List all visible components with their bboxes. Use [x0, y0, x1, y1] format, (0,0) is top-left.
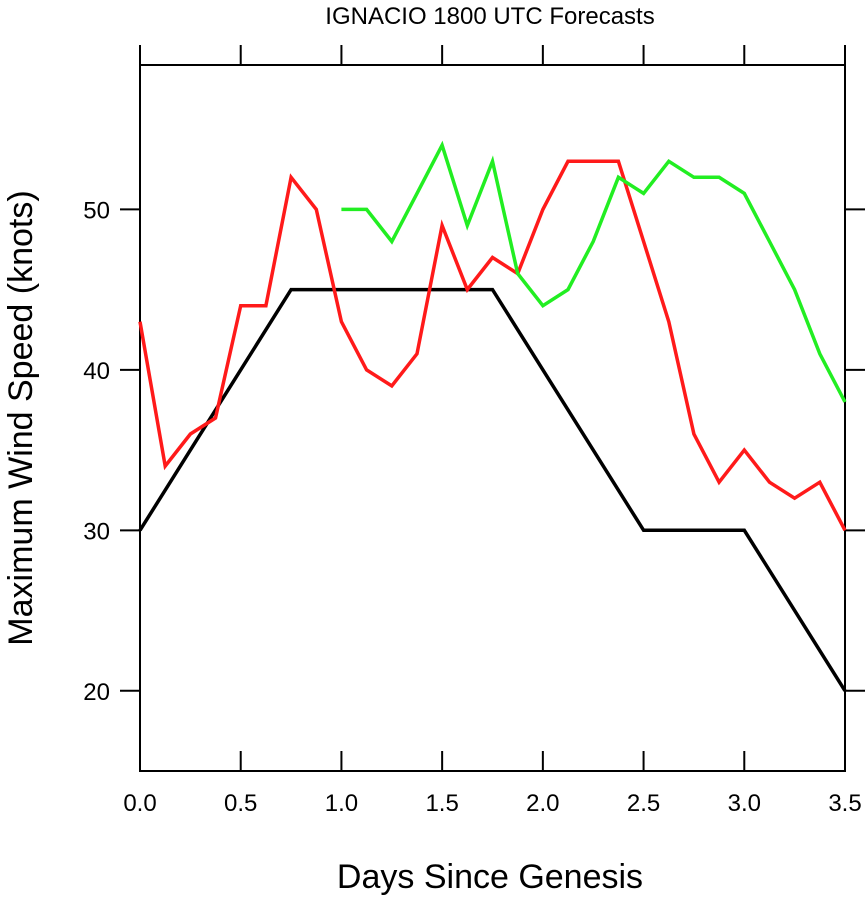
x-tick-label: 3.5	[828, 790, 861, 817]
x-tick-label: 2.5	[627, 790, 660, 817]
x-tick-label: 0.0	[123, 790, 156, 817]
green-series-line	[341, 140, 847, 403]
x-tick-label: 3.0	[728, 790, 761, 817]
x-axis-title: Days Since Genesis	[337, 858, 643, 896]
x-tick-label: 0.5	[224, 790, 257, 817]
x-tick-label: 1.0	[325, 790, 358, 817]
plot-frame	[139, 64, 846, 772]
y-tick-label: 40	[83, 358, 110, 385]
plot-area: 0.0 0.5 1.0 1.5 2.0 2.5 3.0 3.5 20 30 40 50	[83, 45, 865, 817]
chart-title: IGNACIO 1800 UTC Forecasts	[325, 3, 654, 30]
x-tick-label: 2.0	[526, 790, 559, 817]
black-series-line	[138, 287, 847, 692]
y-tick-label: 30	[83, 518, 110, 545]
x-tick-label: 1.5	[425, 790, 458, 817]
y-tick-label: 20	[83, 679, 110, 706]
red-series-line	[138, 159, 847, 532]
y-axis-title: Maximum Wind Speed (knots)	[2, 190, 40, 645]
y-tick-label: 50	[83, 197, 110, 224]
